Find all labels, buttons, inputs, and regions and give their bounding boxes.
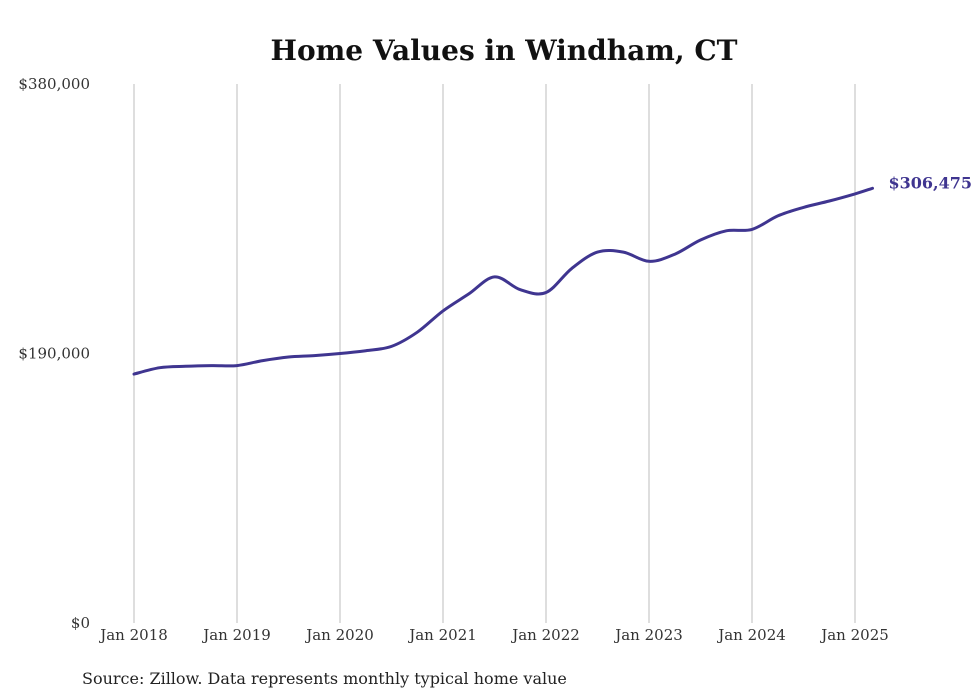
x-tick-jan-2024: Jan 2024 [716,626,786,644]
x-tick-jan-2020: Jan 2020 [304,626,374,644]
source-note: Source: Zillow. Data represents monthly … [82,669,567,688]
y-tick-0: $0 [71,614,90,632]
x-tick-jan-2019: Jan 2019 [201,626,271,644]
y-axis-ticks: $380,000 $190,000 $0 [18,75,90,632]
y-tick-380-000: $380,000 [18,75,90,93]
series-layer: $306,475 [132,173,973,376]
x-tick-jan-2025: Jan 2025 [819,626,889,644]
end-value-label: $306,475 [889,173,973,192]
x-tick-jan-2021: Jan 2021 [407,626,477,644]
x-axis-ticks: Jan 2018 Jan 2019 Jan 2020 Jan 2021 Jan 2022… [98,626,889,644]
series-line-0 [132,186,874,376]
x-tick-jan-2022: Jan 2022 [510,626,580,644]
x-tick-jan-2018: Jan 2018 [98,626,168,644]
y-tick-190-000: $190,000 [18,345,90,363]
x-tick-jan-2023: Jan 2023 [613,626,683,644]
x-gridlines [133,84,856,623]
chart-title: Home Values in Windham, CT [271,34,738,67]
